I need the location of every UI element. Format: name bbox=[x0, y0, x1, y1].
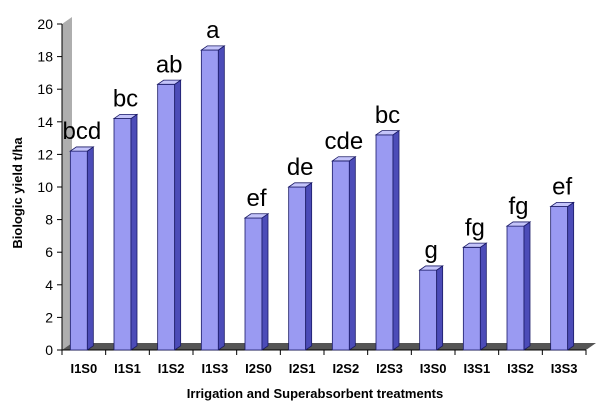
data-label: g bbox=[424, 237, 437, 264]
bar-I3S2 bbox=[505, 221, 532, 351]
bar-top bbox=[462, 242, 488, 248]
bar-I3S0 bbox=[418, 265, 444, 351]
bar-side bbox=[479, 242, 487, 351]
bar-side bbox=[86, 146, 94, 351]
back-wall bbox=[62, 17, 72, 350]
bar-side bbox=[392, 129, 400, 351]
bar-front bbox=[288, 186, 307, 351]
data-label: ab bbox=[156, 51, 183, 78]
bar-I1S0 bbox=[69, 146, 95, 351]
bar-front bbox=[462, 246, 481, 351]
y-tick-label: 12 bbox=[37, 146, 53, 162]
bar-front bbox=[69, 150, 88, 351]
x-tick-label: I2S0 bbox=[245, 361, 272, 376]
bar-side bbox=[174, 79, 182, 351]
bar-top bbox=[287, 182, 313, 188]
bar-side bbox=[130, 113, 138, 351]
bar-side bbox=[305, 182, 313, 351]
x-tick-label: I2S1 bbox=[289, 361, 316, 376]
bar-top bbox=[418, 265, 444, 271]
data-label: bc bbox=[375, 102, 400, 129]
y-tick-label: 16 bbox=[37, 81, 53, 97]
bar-front bbox=[113, 118, 132, 351]
floor bbox=[62, 343, 596, 350]
x-tick-label: I3S1 bbox=[463, 361, 490, 376]
bar-top bbox=[156, 79, 182, 85]
data-label: ef bbox=[246, 185, 266, 212]
data-label: a bbox=[206, 17, 220, 44]
bar-side bbox=[567, 201, 575, 351]
data-label: fg bbox=[465, 214, 485, 241]
y-tick-label: 10 bbox=[37, 179, 53, 195]
bar-front bbox=[244, 217, 263, 351]
y-axis-ticks: 0 2 4 6 8 10 12 14 16 18 20 bbox=[37, 16, 62, 358]
bar-I2S1 bbox=[287, 182, 313, 351]
bar-side bbox=[523, 221, 531, 351]
x-tick-label: I1S1 bbox=[114, 361, 141, 376]
bar-top bbox=[374, 130, 401, 136]
data-label: bcd bbox=[62, 118, 101, 145]
bar-top bbox=[69, 146, 95, 152]
data-label: de bbox=[287, 154, 314, 181]
y-tick-label: 4 bbox=[45, 277, 53, 293]
bar-top bbox=[112, 113, 139, 119]
bar-side bbox=[436, 265, 444, 351]
bar-I2S0 bbox=[243, 213, 270, 351]
x-axis-ticks: I1S0 I1S1 I1S2 I1S3 I2S0 I2S1 I2S2 I2S3 I3S0 I3S1… bbox=[61, 350, 587, 376]
bar-side bbox=[261, 213, 269, 351]
bar-I1S2 bbox=[156, 79, 182, 351]
data-label: bc bbox=[113, 86, 138, 113]
bar-I1S1 bbox=[112, 113, 139, 351]
bar-side bbox=[217, 45, 225, 351]
bars bbox=[69, 45, 575, 351]
x-tick-label: I2S3 bbox=[376, 361, 403, 376]
x-tick-label: I3S3 bbox=[551, 361, 578, 376]
y-tick-label: 2 bbox=[45, 309, 53, 325]
bar-top bbox=[331, 156, 357, 162]
x-tick-label: I1S0 bbox=[70, 361, 97, 376]
y-tick-label: 0 bbox=[45, 342, 53, 358]
bar-front bbox=[331, 160, 350, 351]
bar-I2S2 bbox=[331, 155, 357, 351]
bar-top bbox=[549, 201, 575, 207]
x-tick-label: I3S2 bbox=[507, 361, 534, 376]
y-tick-label: 14 bbox=[37, 114, 53, 130]
data-label: fg bbox=[508, 193, 528, 220]
bar-front bbox=[506, 225, 525, 351]
bar-front bbox=[375, 134, 394, 351]
x-tick-label: I2S2 bbox=[332, 361, 359, 376]
bar-front bbox=[200, 49, 219, 351]
bar-I3S3 bbox=[549, 201, 575, 351]
data-label: ef bbox=[552, 174, 572, 201]
x-tick-label: I1S2 bbox=[158, 361, 185, 376]
y-tick-label: 8 bbox=[45, 212, 53, 228]
bar-I3S1 bbox=[462, 242, 488, 351]
bar-front bbox=[157, 83, 176, 351]
x-axis-title: Irrigation and Superabsorbent treatments bbox=[187, 386, 443, 401]
bar-top bbox=[243, 213, 270, 219]
data-label: cde bbox=[324, 128, 363, 155]
x-tick-label: I1S3 bbox=[201, 361, 228, 376]
bar-side bbox=[348, 155, 356, 351]
y-axis-title: Biologic yield t/ha bbox=[10, 137, 25, 249]
bar-top bbox=[200, 45, 226, 51]
bar-I2S3 bbox=[374, 129, 401, 351]
y-tick-label: 20 bbox=[37, 16, 53, 32]
bar-top bbox=[505, 221, 532, 227]
x-tick-label: I3S0 bbox=[420, 361, 447, 376]
y-tick-label: 6 bbox=[45, 244, 53, 260]
y-tick-label: 18 bbox=[37, 49, 53, 65]
bar-front bbox=[550, 206, 569, 351]
bar-front bbox=[419, 269, 438, 351]
bar-I1S3 bbox=[200, 45, 226, 351]
